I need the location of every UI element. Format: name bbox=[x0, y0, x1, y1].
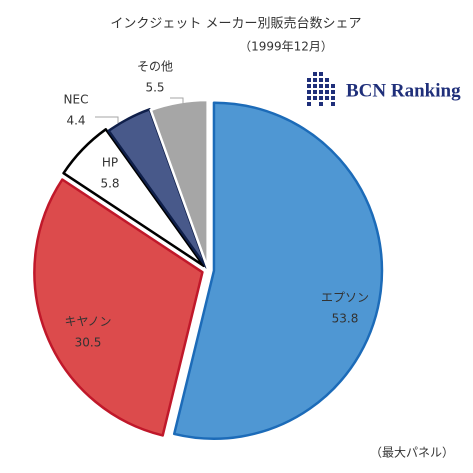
slice-value: 4.4 bbox=[66, 114, 85, 128]
slice-value: 30.5 bbox=[75, 336, 102, 350]
pie-slice bbox=[149, 98, 209, 270]
leader-line bbox=[170, 97, 184, 107]
logo-icon bbox=[307, 72, 335, 106]
slice-value: 53.8 bbox=[332, 312, 359, 326]
slice-value: 5.8 bbox=[100, 177, 119, 191]
chart-subtitle: （1999年12月） bbox=[239, 40, 333, 54]
slice-label: HP bbox=[102, 156, 118, 170]
pie-slice bbox=[33, 178, 204, 437]
logo-text: BCN Ranking bbox=[346, 80, 461, 101]
pie-slice bbox=[107, 108, 208, 269]
slice-label: キヤノン bbox=[64, 315, 111, 329]
chart-title: インクジェット メーカー別販売台数シェア bbox=[110, 16, 361, 32]
chart-note: （最大パネル） bbox=[370, 446, 454, 460]
slice-value: 5.5 bbox=[145, 81, 164, 95]
pie-slice bbox=[172, 101, 384, 440]
slice-label: NEC bbox=[64, 93, 89, 107]
pie-slice bbox=[62, 128, 205, 268]
slice-label: エプソン bbox=[321, 291, 369, 305]
leader-line bbox=[95, 116, 119, 123]
slice-label: その他 bbox=[137, 60, 173, 74]
